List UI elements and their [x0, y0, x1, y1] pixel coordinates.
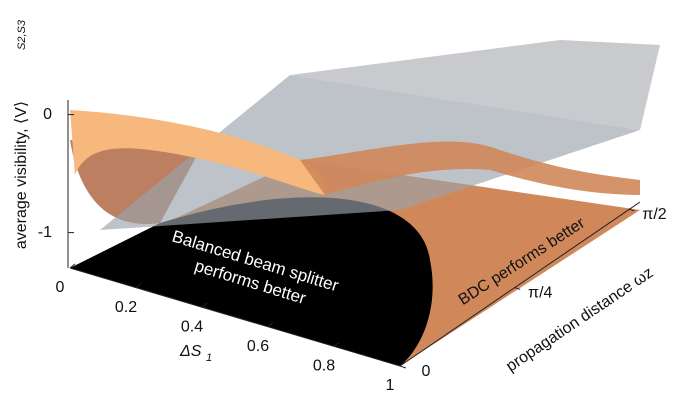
- x-tick: [135, 283, 142, 288]
- z-label-subscript: S2,S3: [16, 19, 28, 50]
- z-label: average visibility, ⟨V⟩: [13, 101, 30, 249]
- region-bbs: [70, 197, 433, 366]
- surface-orange-far: [300, 141, 640, 195]
- x-tick-label: 0.4: [181, 318, 203, 335]
- z-tick-label: 0: [43, 106, 52, 123]
- x-tick: [399, 361, 406, 367]
- x-tick: [69, 263, 76, 269]
- y-tick-label: 0: [422, 363, 431, 380]
- x-tick-label: 0.8: [313, 358, 335, 375]
- x-axis: [69, 267, 401, 367]
- x-tick-label: 0: [56, 279, 65, 296]
- x-label-subscript: 1: [206, 352, 212, 364]
- z-tick-label: -1: [38, 224, 52, 241]
- y-tick: [514, 286, 521, 290]
- y-tick: [399, 365, 407, 369]
- x-tick: [267, 322, 274, 328]
- y-axis: [399, 201, 641, 367]
- y-tick: [628, 208, 635, 212]
- x-tick: [333, 342, 340, 347]
- y-tick-label: π/4: [528, 285, 552, 302]
- surface-gray-far: [290, 40, 660, 130]
- surface-orange: [70, 110, 327, 195]
- x-tick-label: 1: [386, 377, 395, 394]
- x-tick-label: 0.2: [115, 299, 137, 316]
- x-tick: [201, 302, 208, 308]
- x-tick-label: 0.6: [247, 338, 269, 355]
- y-tick-label: π/2: [642, 206, 666, 223]
- x-label: ΔS: [179, 343, 202, 360]
